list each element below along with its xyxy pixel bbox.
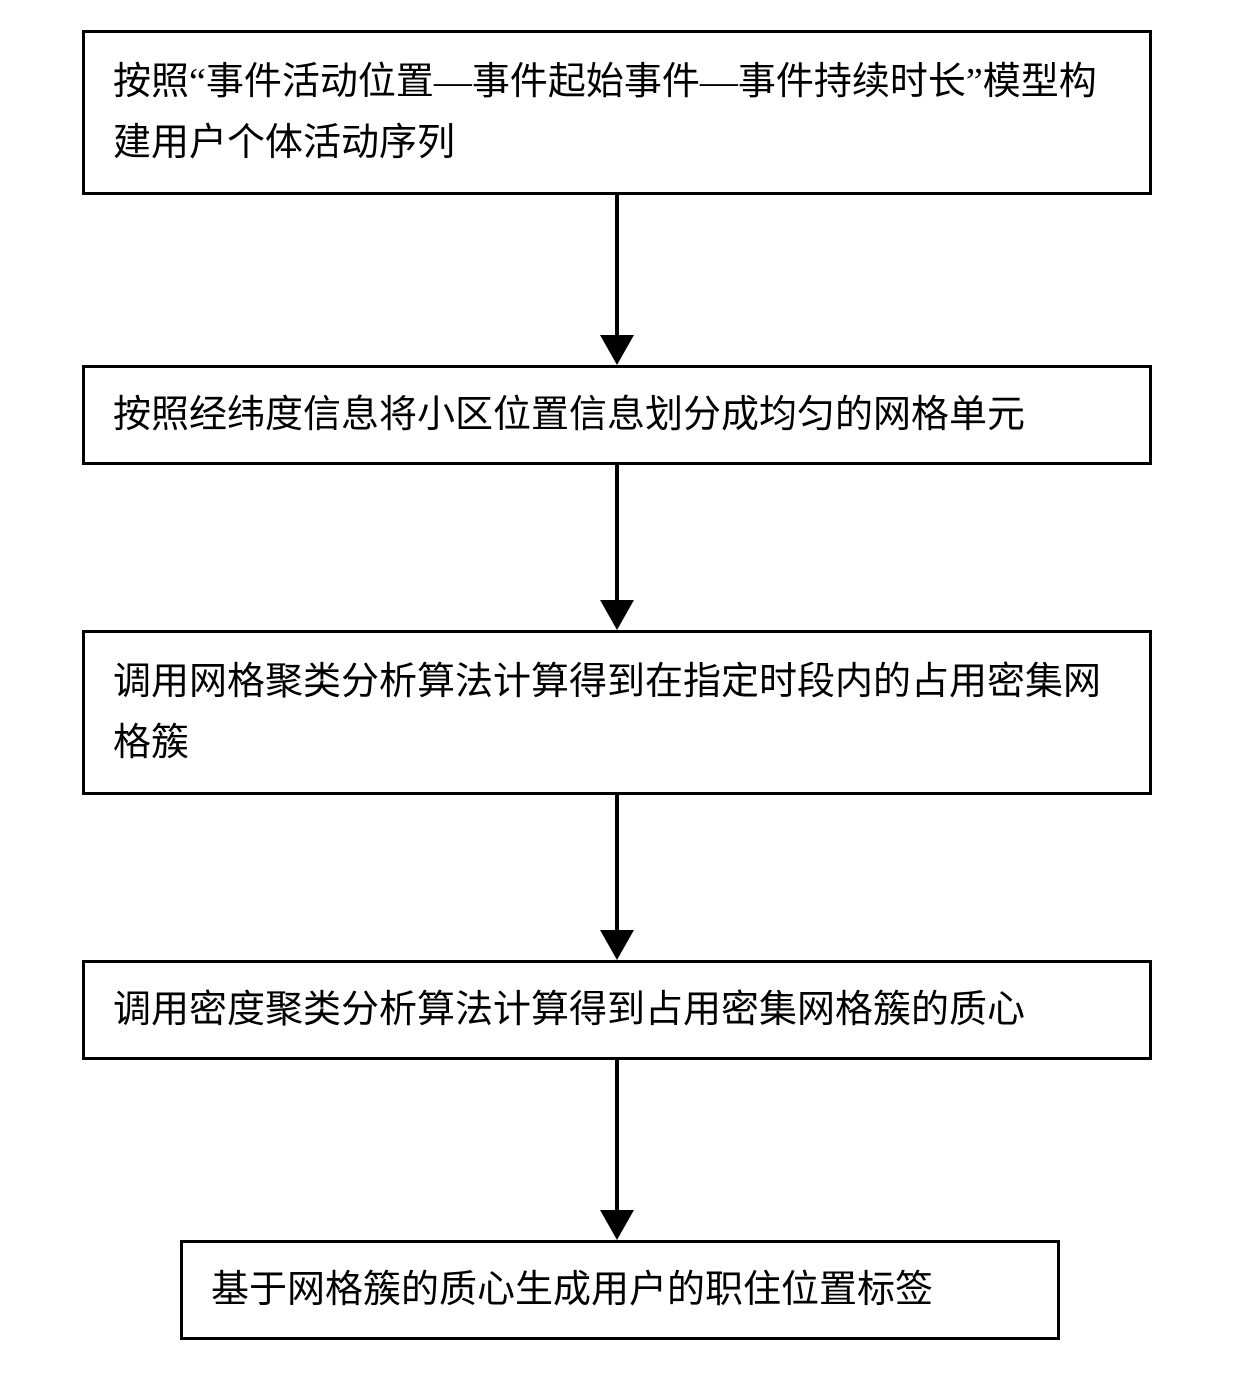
flowchart-canvas: 按照“事件活动位置—事件起始事件—事件持续时长”模型构建用户个体活动序列按照经纬… [0,0,1240,1387]
arrow-head-n3-n4 [600,930,634,960]
flowchart-node-n2: 按照经纬度信息将小区位置信息划分成均匀的网格单元 [82,365,1152,465]
arrow-shaft-n3-n4 [615,795,619,930]
arrow-shaft-n2-n3 [615,465,619,600]
arrow-shaft-n1-n2 [615,195,619,335]
flowchart-node-n3: 调用网格聚类分析算法计算得到在指定时段内的占用密集网格簇 [82,630,1152,795]
flowchart-node-n1: 按照“事件活动位置—事件起始事件—事件持续时长”模型构建用户个体活动序列 [82,30,1152,195]
arrow-head-n4-n5 [600,1210,634,1240]
arrow-head-n1-n2 [600,335,634,365]
flowchart-node-n5: 基于网格簇的质心生成用户的职住位置标签 [180,1240,1060,1340]
arrow-shaft-n4-n5 [615,1060,619,1210]
flowchart-node-n4: 调用密度聚类分析算法计算得到占用密集网格簇的质心 [82,960,1152,1060]
arrow-head-n2-n3 [600,600,634,630]
